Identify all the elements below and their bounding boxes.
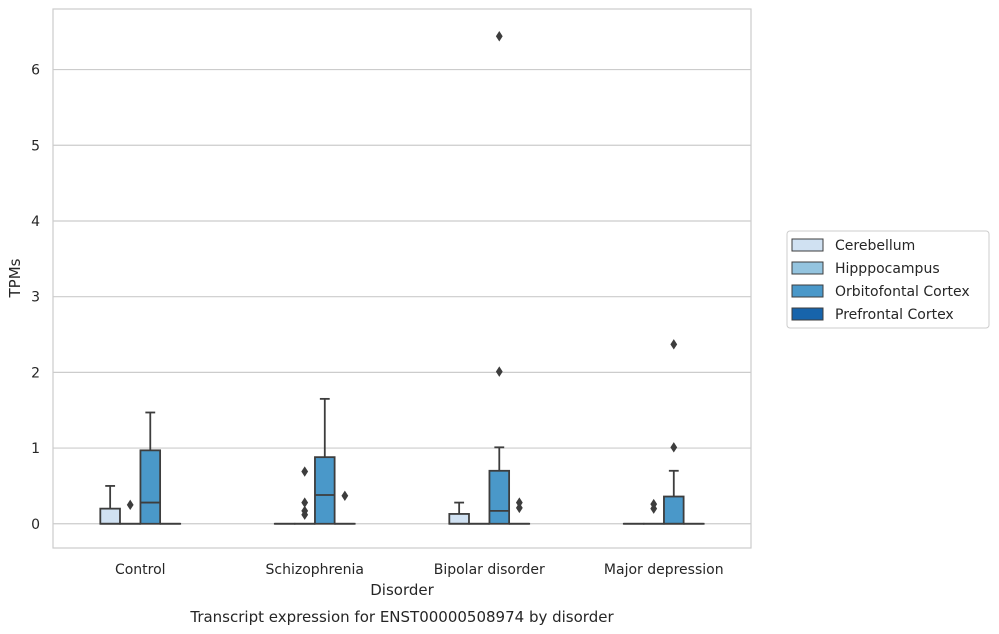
legend-label: Orbitofontal Cortex [835, 284, 970, 300]
y-tick-label: 2 [31, 365, 40, 381]
grid-lines [53, 68, 751, 525]
y-axis-title: TPMs [6, 258, 24, 298]
y-tick-label: 4 [31, 214, 40, 230]
box [314, 456, 336, 525]
box-group [508, 497, 531, 525]
box-group [334, 490, 356, 525]
y-axis-ticks: 0 1 2 3 4 5 6 [31, 63, 40, 533]
legend-swatch [791, 307, 824, 321]
outlier-point [495, 366, 503, 377]
box-group [293, 466, 316, 525]
box-group [488, 31, 511, 525]
box [663, 495, 685, 525]
box-plot-marks [99, 31, 705, 525]
x-tick-label: Bipolar disorder [434, 562, 545, 578]
legend-swatch [791, 284, 824, 298]
legend-swatch [791, 261, 824, 275]
box [448, 513, 470, 525]
outlier-point [126, 499, 134, 511]
outlier-point [301, 497, 309, 508]
y-tick-label: 3 [31, 290, 40, 306]
outlier-point [670, 339, 678, 350]
box-group [663, 339, 685, 525]
chart-title: Transcript expression for ENST0000050897… [189, 608, 614, 626]
outlier-point [301, 505, 309, 517]
outlier-point [515, 502, 523, 514]
outlier-point [650, 498, 658, 510]
legend-swatch [791, 238, 824, 252]
box [139, 449, 162, 525]
y-tick-label: 0 [31, 517, 40, 533]
y-tick-label: 6 [31, 63, 40, 79]
y-tick-label: 5 [31, 138, 40, 154]
outlier-point [670, 442, 678, 453]
x-tick-label: Control [115, 562, 166, 578]
legend-label: Cerebellum [835, 238, 915, 254]
box-group [139, 411, 162, 525]
x-axis-title: Disorder [370, 581, 434, 599]
y-tick-label: 1 [31, 441, 40, 457]
legend-label: Hipppocampus [835, 261, 940, 277]
plot-frame [52, 8, 752, 549]
legend-label: Prefrontal Cortex [835, 307, 954, 323]
box-group [642, 498, 665, 525]
outlier-point [515, 497, 523, 508]
box-group [314, 397, 336, 525]
x-axis-ticks: Control Schizophrenia Bipolar disorder Majo… [115, 562, 724, 578]
box-group [99, 485, 121, 525]
box [488, 469, 511, 525]
box [99, 507, 121, 525]
x-tick-label: Major depression [604, 562, 724, 578]
legend-frame [786, 230, 990, 329]
x-tick-label: Schizophrenia [266, 562, 364, 578]
outlier-point [301, 466, 309, 477]
outlier-point [495, 31, 503, 42]
box-group [119, 499, 141, 525]
box-group [448, 501, 470, 525]
legend: Cerebellum Hipppocampus Orbitofontal Corte… [786, 230, 990, 329]
outlier-point [341, 490, 349, 501]
